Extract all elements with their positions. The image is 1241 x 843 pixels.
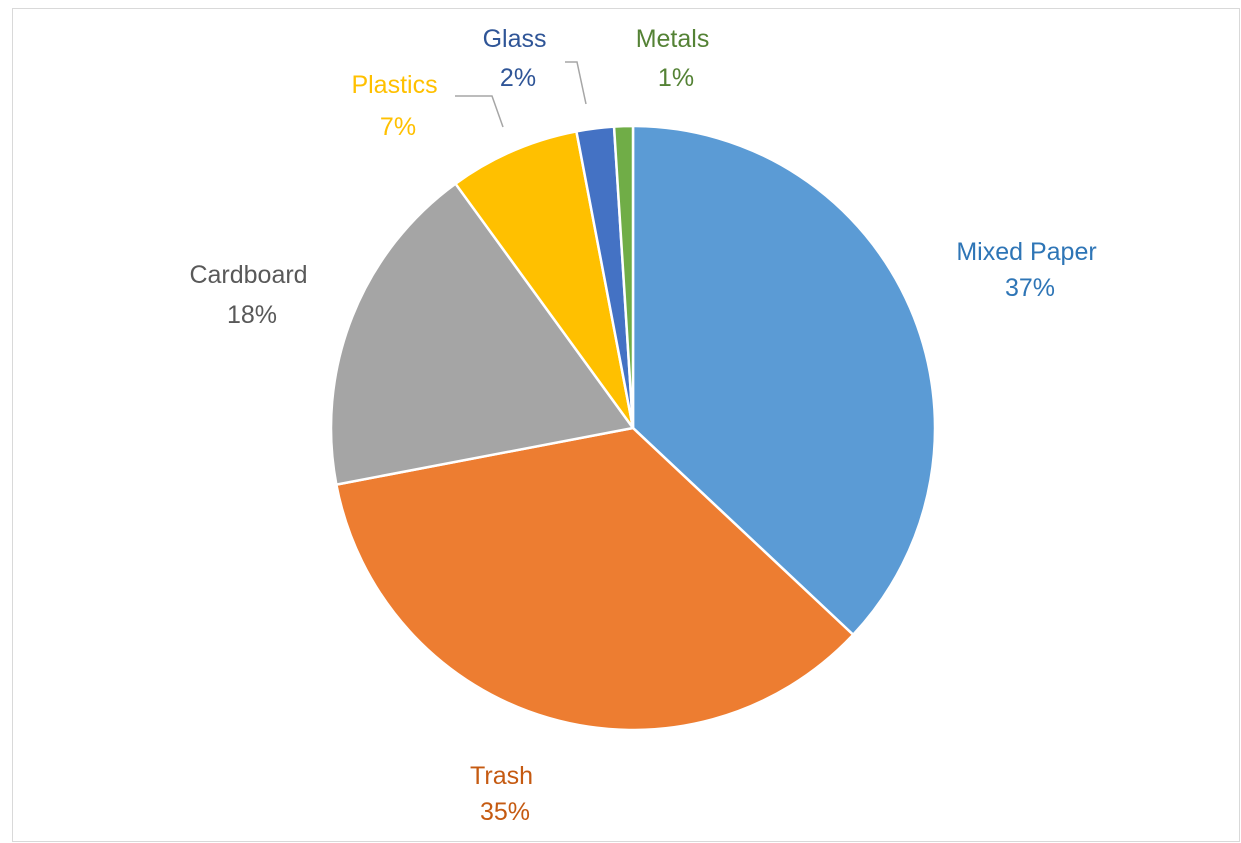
- pie-slice-cardboard: [329, 182, 635, 486]
- pie-slice-plastics: [454, 130, 635, 430]
- leader-lines: [455, 61, 587, 128]
- label-mixed-paper-name: Mixed Paper: [956, 238, 1096, 266]
- label-plastics-value: 7%: [380, 113, 416, 141]
- label-metals-name: Metals: [636, 25, 710, 53]
- label-cardboard: Cardboard 18%: [189, 261, 314, 329]
- slice-labels: Mixed Paper 37% Trash 35% Cardboard 18% …: [189, 25, 1103, 826]
- label-cardboard-value: 18%: [227, 301, 277, 329]
- label-mixed-paper: Mixed Paper 37%: [956, 238, 1103, 302]
- label-glass-value: 2%: [500, 64, 536, 92]
- label-glass-name: Glass: [483, 25, 547, 53]
- pie-slice-mixed-paper: [631, 124, 937, 636]
- label-trash-name: Trash: [470, 762, 533, 790]
- leader-line-plastics: [455, 95, 504, 128]
- label-glass: Glass 2%: [483, 25, 554, 92]
- label-metals: Metals 1%: [636, 25, 717, 92]
- label-trash: Trash 35%: [470, 762, 540, 826]
- label-plastics-name: Plastics: [351, 71, 437, 99]
- pie-slices: [329, 124, 937, 732]
- pie-slice-metals: [612, 124, 635, 430]
- pie-slice-trash: [335, 426, 855, 732]
- label-plastics: Plastics 7%: [351, 71, 444, 141]
- label-mixed-paper-value: 37%: [1005, 274, 1055, 302]
- label-metals-value: 1%: [658, 64, 694, 92]
- label-cardboard-name: Cardboard: [189, 261, 307, 289]
- leader-line-glass: [565, 61, 587, 105]
- label-trash-value: 35%: [480, 798, 530, 826]
